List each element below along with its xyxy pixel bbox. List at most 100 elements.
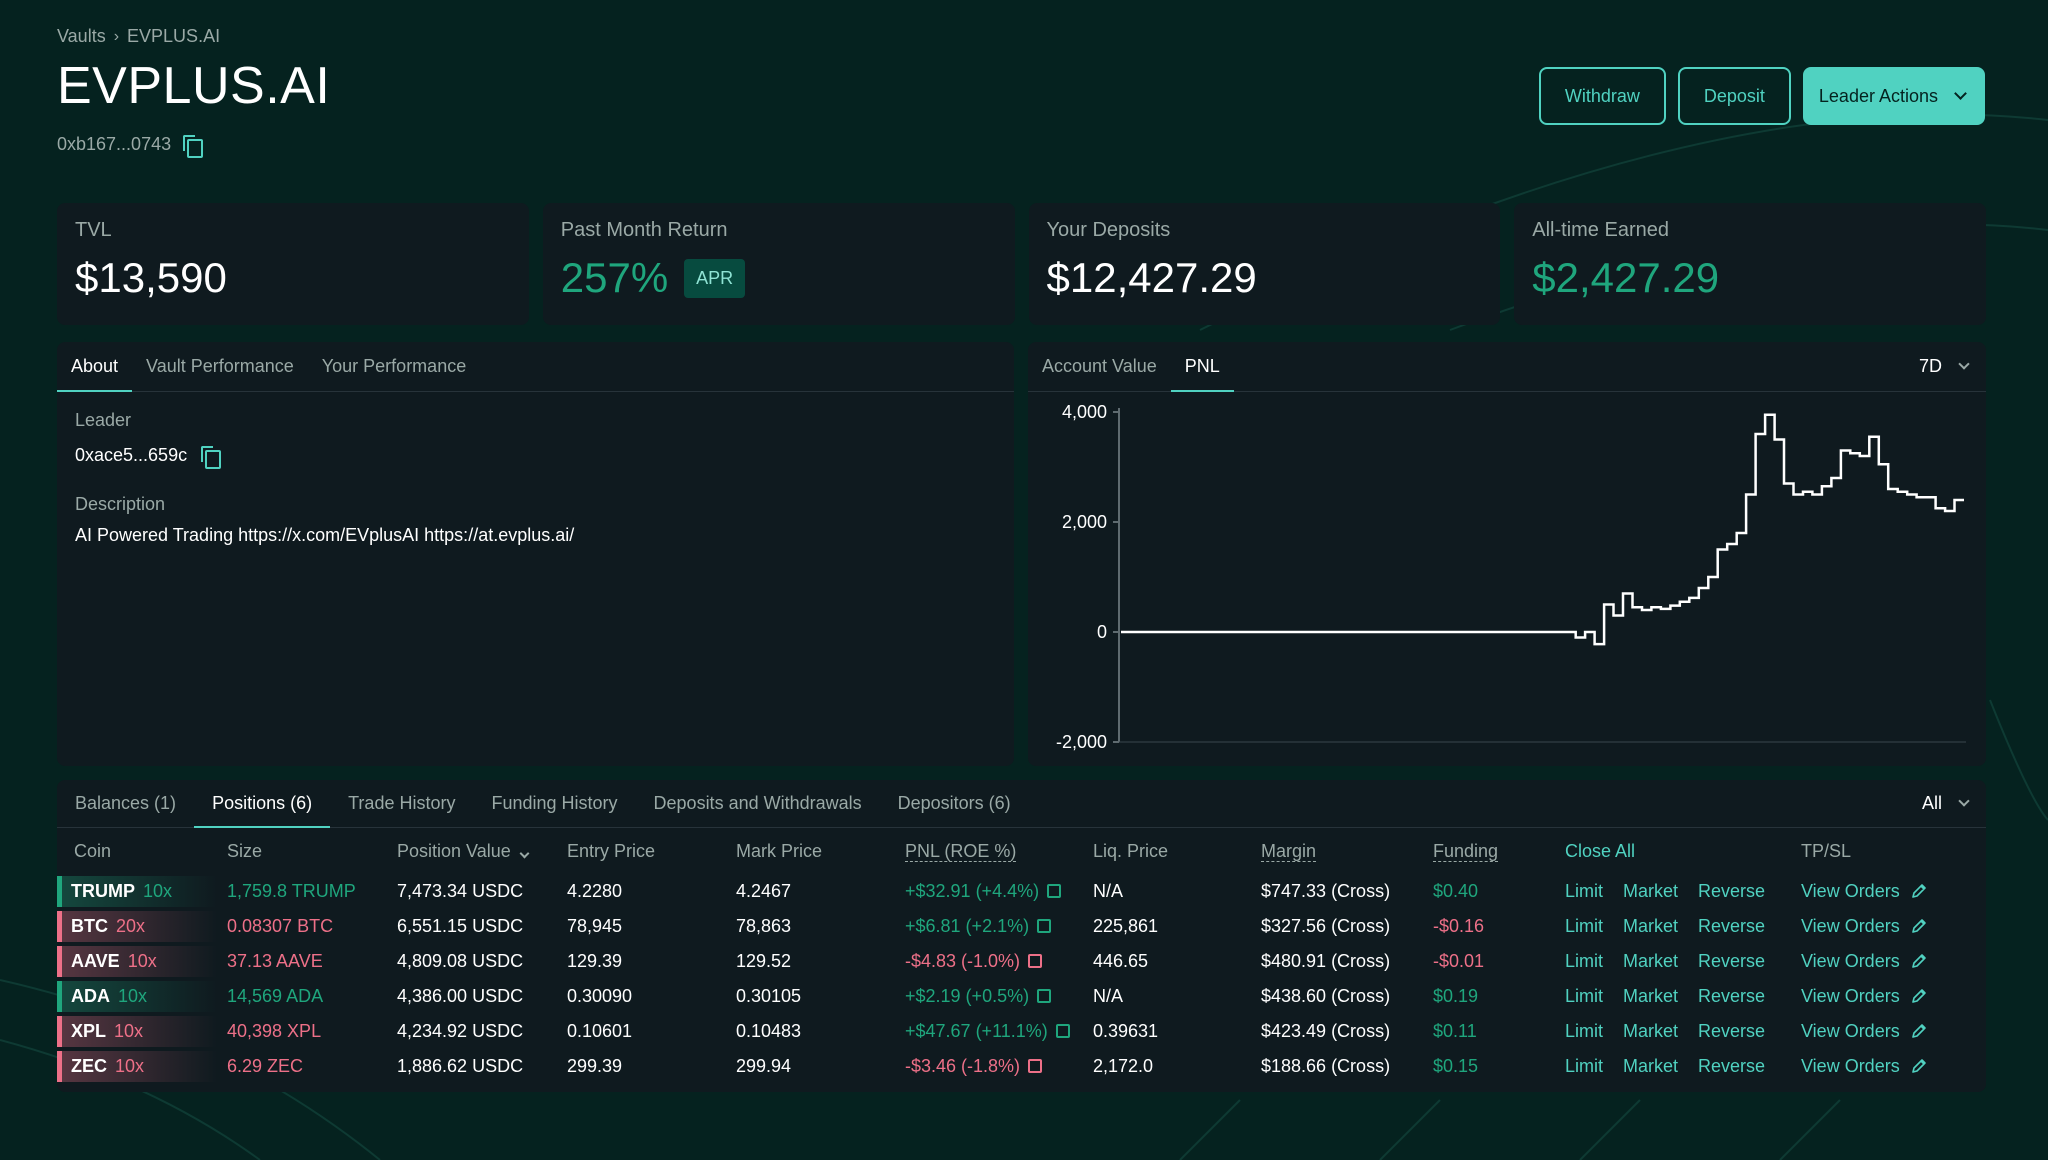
mark-price-cell: 0.30105 xyxy=(736,986,802,1006)
position-value-cell: 7,473.34 USDC xyxy=(397,881,524,901)
copy-icon[interactable] xyxy=(201,445,222,469)
all-time-earned-card: All-time Earned $2,427.29 xyxy=(1514,203,1986,325)
market-close-button[interactable]: Market xyxy=(1623,1056,1679,1076)
share-icon[interactable] xyxy=(1028,954,1043,968)
header-funding[interactable]: Funding xyxy=(1433,828,1565,874)
reverse-button[interactable]: Reverse xyxy=(1698,951,1766,971)
header-coin[interactable]: Coin xyxy=(74,840,112,861)
share-icon[interactable] xyxy=(1037,919,1052,933)
limit-close-button[interactable]: Limit xyxy=(1565,1056,1604,1076)
vault-address-row: 0xb167...0743 xyxy=(57,134,204,158)
view-orders-link[interactable]: View Orders xyxy=(1801,1056,1900,1076)
view-orders-link[interactable]: View Orders xyxy=(1801,1021,1900,1041)
mark-price-cell: 78,863 xyxy=(736,916,792,936)
filter-value: All xyxy=(1921,793,1942,813)
position-value-cell: 1,886.62 USDC xyxy=(397,1056,524,1076)
liq-price-cell: 225,861 xyxy=(1093,916,1159,936)
coin-name: TRUMP xyxy=(71,881,135,901)
header-liq-price[interactable]: Liq. Price xyxy=(1093,840,1169,861)
tab-funding-history[interactable]: Funding History xyxy=(491,793,618,813)
close-actions-cell: Limit Market Reverse xyxy=(1565,944,1801,979)
coin-name: ADA xyxy=(71,986,110,1006)
tab-trade-history[interactable]: Trade History xyxy=(348,793,456,813)
market-close-button[interactable]: Market xyxy=(1623,881,1679,901)
pencil-icon[interactable] xyxy=(1910,1057,1928,1075)
view-orders-link[interactable]: View Orders xyxy=(1801,986,1900,1006)
header-margin[interactable]: Margin xyxy=(1261,828,1433,874)
pencil-icon[interactable] xyxy=(1910,882,1928,900)
range-select[interactable]: 7D xyxy=(1919,356,1970,377)
limit-close-button[interactable]: Limit xyxy=(1565,916,1604,936)
close-all-button[interactable]: Close All xyxy=(1565,840,1636,861)
pencil-icon[interactable] xyxy=(1910,917,1928,935)
table-row: TRUMP 10x 1,759.8 TRUMP 7,473.34 USDC 4.2280… xyxy=(57,874,1986,909)
pencil-icon[interactable] xyxy=(1910,987,1928,1005)
reverse-button[interactable]: Reverse xyxy=(1698,986,1766,1006)
pnl-cell: -$3.46 (-1.8%) xyxy=(905,1049,1093,1084)
coin-cell[interactable]: ADA 10x xyxy=(57,979,227,1014)
limit-close-button[interactable]: Limit xyxy=(1565,881,1604,901)
header-pnl[interactable]: PNL (ROE %) xyxy=(905,828,1093,874)
tab-positions[interactable]: Positions (6) xyxy=(194,780,331,828)
tab-account-value[interactable]: Account Value xyxy=(1042,356,1157,376)
margin-cell: $188.66 (Cross) xyxy=(1261,1056,1391,1076)
coin-cell[interactable]: AAVE 10x xyxy=(57,944,227,979)
share-icon[interactable] xyxy=(1037,989,1052,1003)
side-indicator xyxy=(57,981,62,1012)
table-row: ADA 10x 14,569 ADA 4,386.00 USDC 0.30090 0.30… xyxy=(57,979,1986,1014)
tab-your-performance[interactable]: Your Performance xyxy=(321,356,467,376)
filter-select[interactable]: All xyxy=(1921,793,1970,814)
pnl-value: -$4.83 (-1.0%) xyxy=(905,951,1021,971)
liq-price-cell: 2,172.0 xyxy=(1093,1056,1154,1076)
tab-deposits-withdrawals[interactable]: Deposits and Withdrawals xyxy=(653,793,862,813)
limit-close-button[interactable]: Limit xyxy=(1565,986,1604,1006)
size-cell: 37.13 AAVE xyxy=(227,951,323,971)
withdraw-button[interactable]: Withdraw xyxy=(1538,67,1666,125)
limit-close-button[interactable]: Limit xyxy=(1565,1021,1604,1041)
header-position-value[interactable]: Position Value xyxy=(397,828,567,874)
tab-depositors[interactable]: Depositors (6) xyxy=(897,793,1011,813)
coin-cell[interactable]: BTC 20x xyxy=(57,909,227,944)
tab-about[interactable]: About xyxy=(57,342,133,392)
coin-cell[interactable]: XPL 10x xyxy=(57,1014,227,1049)
view-orders-link[interactable]: View Orders xyxy=(1801,881,1900,901)
tab-pnl[interactable]: PNL xyxy=(1170,342,1234,392)
header-mark-price[interactable]: Mark Price xyxy=(736,840,823,861)
mark-price-cell: 299.94 xyxy=(736,1056,792,1076)
chevron-down-icon xyxy=(1954,87,1967,100)
tab-vault-performance[interactable]: Vault Performance xyxy=(146,356,294,376)
funding-cell: -$0.01 xyxy=(1433,951,1485,971)
deposit-button[interactable]: Deposit xyxy=(1677,67,1791,125)
tab-balances[interactable]: Balances (1) xyxy=(75,793,177,813)
limit-close-button[interactable]: Limit xyxy=(1565,951,1604,971)
share-icon[interactable] xyxy=(1047,884,1062,898)
reverse-button[interactable]: Reverse xyxy=(1698,1021,1766,1041)
coin-label: AAVE 10x xyxy=(71,951,157,971)
entry-price-cell: 0.10601 xyxy=(567,1021,633,1041)
header-size[interactable]: Size xyxy=(227,840,263,861)
reverse-button[interactable]: Reverse xyxy=(1698,881,1766,901)
breadcrumb-vaults-link[interactable]: Vaults xyxy=(57,26,106,46)
share-icon[interactable] xyxy=(1055,1024,1070,1038)
coin-cell[interactable]: TRUMP 10x xyxy=(57,874,227,909)
market-close-button[interactable]: Market xyxy=(1623,916,1679,936)
side-indicator xyxy=(57,946,62,977)
market-close-button[interactable]: Market xyxy=(1623,986,1679,1006)
view-orders-link[interactable]: View Orders xyxy=(1801,916,1900,936)
view-orders-link[interactable]: View Orders xyxy=(1801,951,1900,971)
past-month-return-value: 257% xyxy=(560,254,669,301)
market-close-button[interactable]: Market xyxy=(1623,951,1679,971)
reverse-button[interactable]: Reverse xyxy=(1698,1056,1766,1076)
share-icon[interactable] xyxy=(1028,1059,1043,1073)
pencil-icon[interactable] xyxy=(1910,952,1928,970)
table-row: BTC 20x 0.08307 BTC 6,551.15 USDC 78,945 78,8… xyxy=(57,909,1986,944)
header-entry-price[interactable]: Entry Price xyxy=(567,840,656,861)
copy-icon[interactable] xyxy=(183,134,204,158)
table-row: XPL 10x 40,398 XPL 4,234.92 USDC 0.10601 0.10… xyxy=(57,1014,1986,1049)
leader-actions-button[interactable]: Leader Actions xyxy=(1802,67,1985,125)
pencil-icon[interactable] xyxy=(1910,1022,1928,1040)
margin-cell: $480.91 (Cross) xyxy=(1261,951,1391,971)
coin-cell[interactable]: ZEC 10x xyxy=(57,1049,227,1084)
reverse-button[interactable]: Reverse xyxy=(1698,916,1766,936)
market-close-button[interactable]: Market xyxy=(1623,1021,1679,1041)
